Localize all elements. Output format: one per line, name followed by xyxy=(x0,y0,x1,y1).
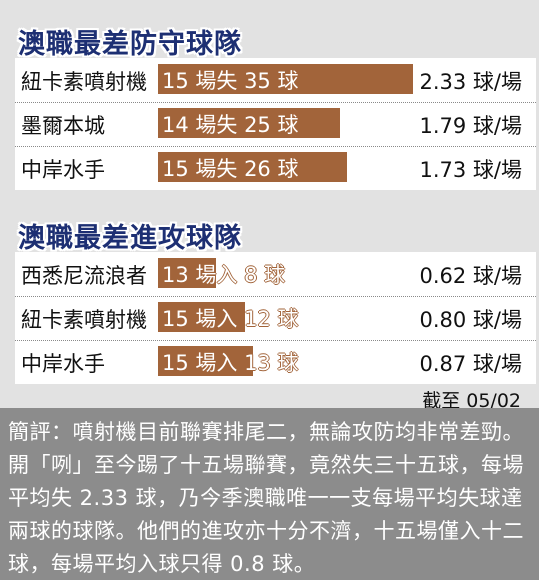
rate-value: 1.79 球/場 xyxy=(419,114,522,138)
value-bar xyxy=(158,346,253,376)
value-bar xyxy=(158,258,216,288)
team-name: 中岸水手 xyxy=(21,352,105,376)
row-divider xyxy=(15,146,536,147)
bar-label: 15 場失 35 球 xyxy=(162,69,299,93)
date-note: 截至 05/02 xyxy=(422,390,521,412)
defense-title: 澳職最差防守球隊 xyxy=(18,29,242,60)
value-bar xyxy=(158,64,413,94)
team-name: 紐卡素噴射機 xyxy=(21,70,147,94)
rate-value: 1.73 球/場 xyxy=(419,158,522,182)
team-name: 中岸水手 xyxy=(21,158,105,182)
bar-label: 13 場入 8 球 xyxy=(162,263,286,287)
row-divider xyxy=(15,296,536,297)
team-name: 紐卡素噴射機 xyxy=(21,308,147,332)
rate-value: 2.33 球/場 xyxy=(419,70,522,94)
chart-row: 紐卡素噴射機 15 場失 35 球 2.33 球/場 xyxy=(15,58,536,102)
row-divider xyxy=(15,102,536,103)
chart-row: 中岸水手 15 場入 13 球 0.87 球/場 xyxy=(15,340,536,384)
team-name: 西悉尼流浪者 xyxy=(21,264,147,288)
bar-label: 15 場失 26 球 xyxy=(162,157,299,181)
chart-row: 紐卡素噴射機 15 場入 12 球 0.80 球/場 xyxy=(15,296,536,340)
comment-text: 簡評：噴射機目前聯賽排尾二，無論攻防均非常差勁。開「咧」至今踢了十五場聯賽，竟然… xyxy=(8,420,524,576)
chart-row: 西悉尼流浪者 13 場入 8 球 0.62 球/場 xyxy=(15,252,536,296)
bar-label: 15 場入 13 球 xyxy=(162,351,299,375)
bar-label: 15 場入 12 球 xyxy=(162,307,299,331)
rate-value: 0.62 球/場 xyxy=(419,264,522,288)
comment-box: 簡評：噴射機目前聯賽排尾二，無論攻防均非常差勁。開「咧」至今踢了十五場聯賽，竟然… xyxy=(0,408,539,580)
chart-row: 中岸水手 15 場失 26 球 1.73 球/場 xyxy=(15,146,536,190)
rate-value: 0.80 球/場 xyxy=(419,308,522,332)
rate-value: 0.87 球/場 xyxy=(419,352,522,376)
value-bar xyxy=(158,302,245,332)
bar-label: 14 場失 25 球 xyxy=(162,113,299,137)
chart-row: 墨爾本城 14 場失 25 球 1.79 球/場 xyxy=(15,102,536,146)
row-divider xyxy=(15,340,536,341)
value-bar xyxy=(158,152,347,182)
attack-table: 西悉尼流浪者 13 場入 8 球 0.62 球/場紐卡素噴射機 15 場入 12 球 0… xyxy=(15,252,536,384)
value-bar xyxy=(158,108,340,138)
defense-table: 紐卡素噴射機 15 場失 35 球 2.33 球/場墨爾本城 14 場失 25 球 1.… xyxy=(15,58,536,190)
attack-title: 澳職最差進攻球隊 xyxy=(18,223,242,254)
team-name: 墨爾本城 xyxy=(21,114,105,138)
